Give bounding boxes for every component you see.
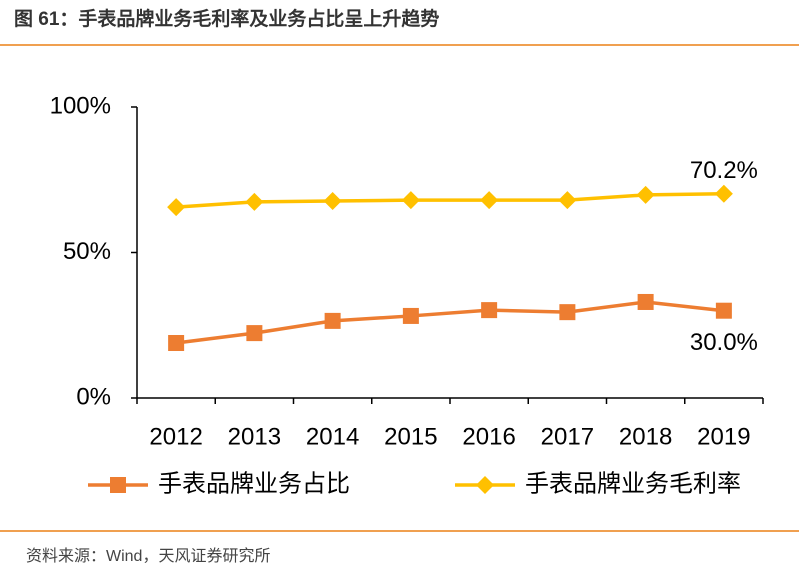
x-tick-label: 2012 bbox=[149, 423, 202, 450]
point bbox=[481, 302, 498, 319]
chart-title: 图 61：手表品牌业务毛利率及业务占比呈上升趋势 bbox=[14, 7, 439, 30]
y-tick-label: 100% bbox=[50, 92, 111, 119]
point bbox=[167, 198, 186, 217]
source-note: 资料来源：Wind，天风证券研究所 bbox=[26, 547, 270, 565]
series-line bbox=[176, 191, 724, 209]
x-tick-label: 2017 bbox=[541, 423, 594, 450]
point bbox=[558, 191, 577, 210]
legend-label: 手表品牌业务占比 bbox=[158, 470, 350, 497]
point bbox=[323, 191, 342, 210]
point bbox=[245, 192, 264, 211]
data-label: 70.2% bbox=[690, 157, 758, 184]
x-tick-label: 2019 bbox=[697, 423, 750, 450]
point bbox=[636, 185, 655, 204]
x-tick-label: 2015 bbox=[384, 423, 437, 450]
x-tick-label: 2013 bbox=[228, 423, 281, 450]
point bbox=[637, 293, 654, 310]
y-tick-label: 0% bbox=[76, 383, 111, 410]
point bbox=[559, 304, 576, 321]
x-tick-label: 2016 bbox=[462, 423, 515, 450]
point bbox=[402, 307, 419, 324]
point bbox=[168, 335, 185, 352]
point bbox=[401, 191, 420, 210]
y-tick-label: 50% bbox=[63, 238, 111, 265]
x-tick-label: 2014 bbox=[306, 423, 359, 450]
point bbox=[324, 312, 341, 329]
legend-marker bbox=[110, 477, 126, 493]
legend-marker bbox=[476, 476, 494, 494]
legend-label: 手表品牌业务毛利率 bbox=[525, 470, 741, 497]
point bbox=[714, 184, 733, 203]
series-line bbox=[175, 300, 725, 345]
point bbox=[715, 302, 732, 319]
point bbox=[246, 325, 263, 342]
point bbox=[480, 191, 499, 210]
x-tick-label: 2018 bbox=[619, 423, 672, 450]
data-label: 30.0% bbox=[690, 329, 758, 356]
